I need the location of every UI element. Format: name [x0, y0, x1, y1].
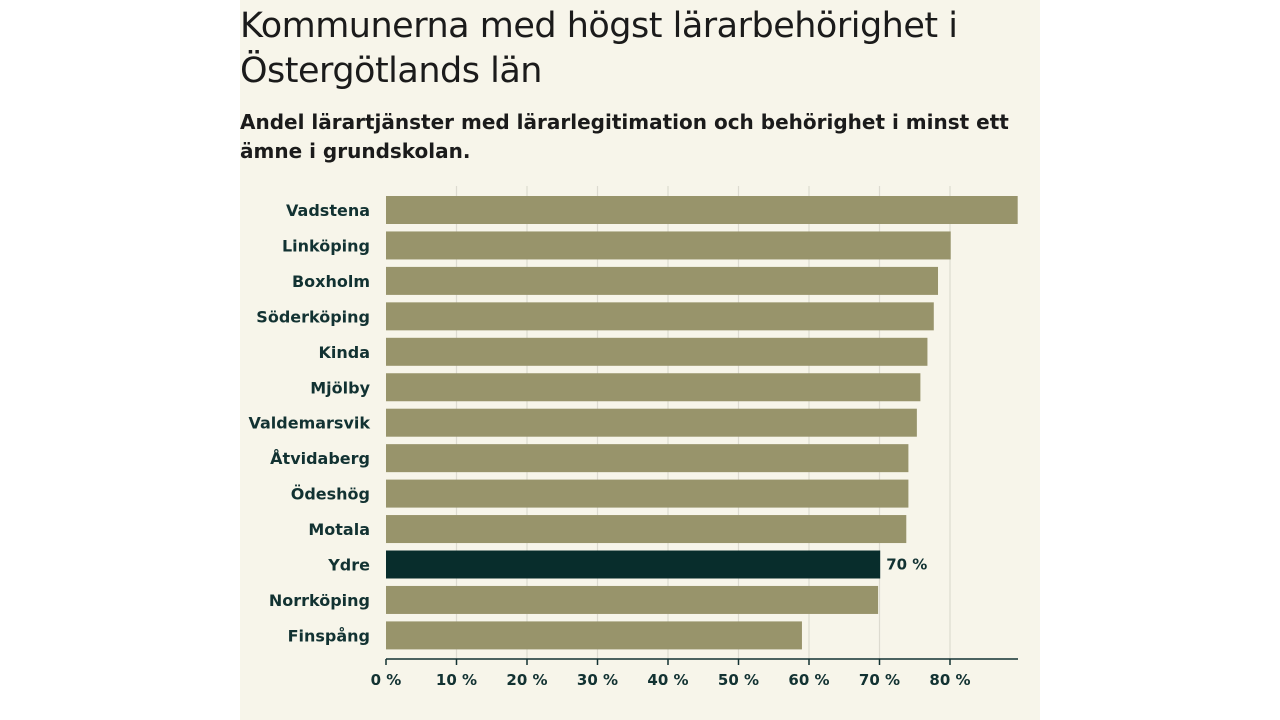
category-label: Motala: [308, 520, 370, 539]
category-label: Vadstena: [286, 201, 370, 220]
bar-ödeshög: [386, 479, 909, 508]
chart-subtitle: Andel lärartjänster med lärarlegitimatio…: [240, 110, 1009, 163]
bar-åtvidaberg: [386, 444, 909, 473]
chart-title: Kommunerna med högst lärarbehörighet i Ö…: [240, 6, 958, 91]
x-tick-label: 0 %: [371, 671, 402, 689]
bar-ydre: [386, 550, 881, 579]
category-label: Norrköping: [269, 591, 370, 610]
bar-norrköping: [386, 585, 879, 614]
bars: [386, 196, 1018, 650]
x-tick-label: 10 %: [436, 671, 477, 689]
bar-vadstena: [386, 196, 1018, 224]
category-label: Finspång: [288, 626, 370, 645]
x-tick-label: 80 %: [929, 671, 970, 689]
category-label: Linköping: [282, 236, 370, 255]
category-label: Kinda: [318, 343, 370, 362]
bar-kinda: [386, 337, 928, 366]
x-tick-label: 60 %: [788, 671, 829, 689]
category-label: Boxholm: [292, 272, 370, 291]
x-tick-label: 40 %: [647, 671, 688, 689]
category-labels: Vadstena Linköping Boxholm Söderköping Kinda…: [248, 201, 927, 645]
bar-söderköping: [386, 302, 934, 331]
x-tick-label: 30 %: [577, 671, 618, 689]
bar-motala: [386, 515, 907, 544]
bar-linköping: [386, 231, 951, 260]
x-axis: 0 % 10 % 20 % 30 % 40 % 50 % 60 % 70 % 80 %: [371, 658, 1018, 689]
bar-boxholm: [386, 266, 939, 295]
category-label: Söderköping: [256, 307, 370, 326]
bar-valdemarsvik: [386, 408, 917, 437]
x-tick-label: 50 %: [718, 671, 759, 689]
category-label: Åtvidaberg: [270, 449, 370, 468]
highlight-value-label: 70 %: [886, 556, 927, 574]
bar-finspång: [386, 621, 802, 650]
category-label: Ydre: [327, 556, 370, 575]
category-label: Mjölby: [310, 378, 370, 397]
bar-mjölby: [386, 373, 921, 402]
x-tick-label: 20 %: [506, 671, 547, 689]
x-tick-label: 70 %: [859, 671, 900, 689]
category-label: Valdemarsvik: [248, 414, 370, 433]
category-label: Ödeshög: [291, 485, 370, 504]
